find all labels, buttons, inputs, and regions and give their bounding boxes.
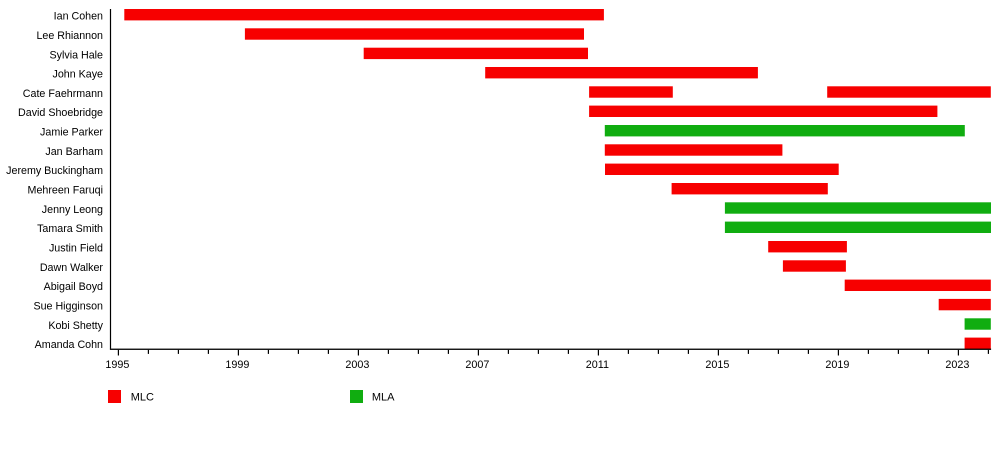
- svg-text:Jamie Parker: Jamie Parker: [40, 127, 103, 139]
- svg-text:Sue Higginson: Sue Higginson: [33, 301, 103, 313]
- svg-text:Mehreen Faruqi: Mehreen Faruqi: [28, 185, 103, 197]
- svg-text:2011: 2011: [586, 359, 609, 371]
- svg-text:2007: 2007: [465, 359, 489, 371]
- svg-text:Jan Barham: Jan Barham: [45, 146, 103, 158]
- svg-text:Lee Rhiannon: Lee Rhiannon: [36, 30, 103, 42]
- svg-text:Amanda Cohn: Amanda Cohn: [35, 339, 103, 351]
- svg-text:Jenny Leong: Jenny Leong: [42, 204, 103, 216]
- svg-text:2015: 2015: [705, 359, 729, 371]
- svg-text:David Shoebridge: David Shoebridge: [18, 107, 103, 119]
- svg-text:2023: 2023: [945, 359, 969, 371]
- svg-text:Sylvia Hale: Sylvia Hale: [50, 49, 104, 61]
- svg-text:Jeremy Buckingham: Jeremy Buckingham: [6, 165, 103, 177]
- svg-text:1995: 1995: [105, 359, 129, 371]
- svg-text:Dawn Walker: Dawn Walker: [40, 262, 104, 274]
- svg-text:2019: 2019: [825, 359, 849, 371]
- svg-text:1999: 1999: [225, 359, 249, 371]
- svg-text:MLC: MLC: [131, 391, 154, 403]
- svg-text:Kobi Shetty: Kobi Shetty: [48, 320, 103, 332]
- svg-text:Ian Cohen: Ian Cohen: [54, 11, 103, 23]
- svg-text:2003: 2003: [345, 359, 369, 371]
- svg-text:Justin Field: Justin Field: [49, 243, 103, 255]
- svg-text:Tamara Smith: Tamara Smith: [37, 223, 103, 235]
- svg-text:Abigail Boyd: Abigail Boyd: [44, 281, 103, 293]
- svg-text:MLA: MLA: [372, 391, 395, 403]
- svg-text:Cate Faehrmann: Cate Faehrmann: [23, 88, 103, 100]
- svg-text:John Kaye: John Kaye: [52, 69, 103, 81]
